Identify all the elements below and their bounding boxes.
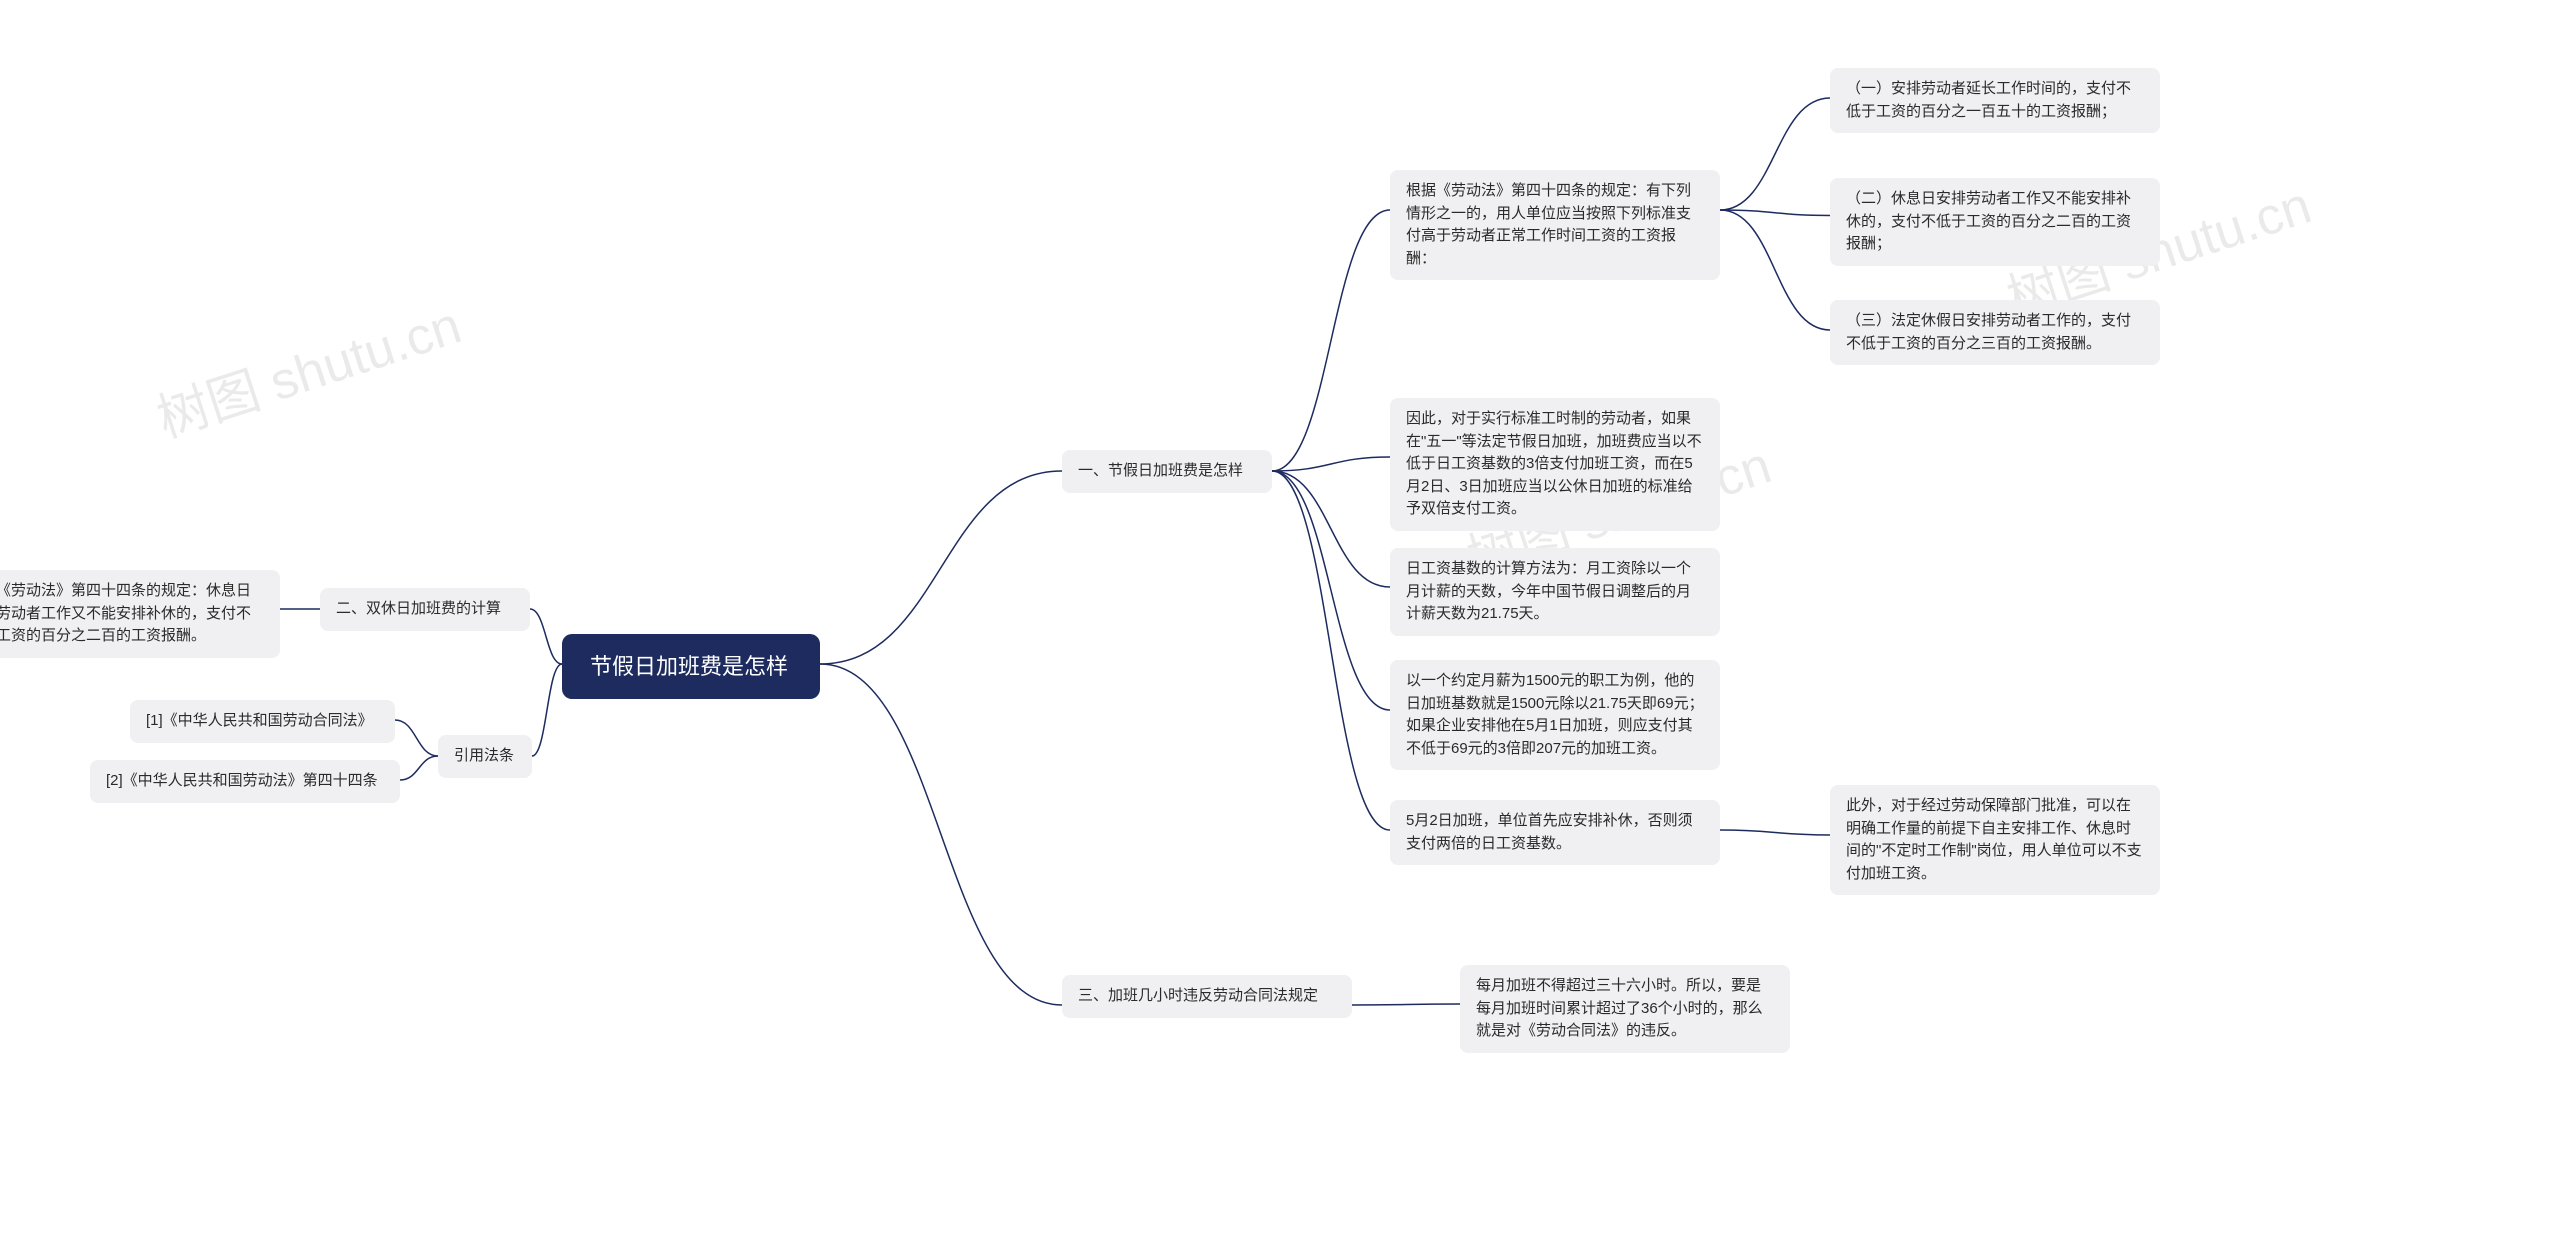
branch-2[interactable]: 二、双休日加班费的计算 xyxy=(320,588,530,631)
branch-4-child-2[interactable]: [2]《中华人民共和国劳动法》第四十四条 xyxy=(90,760,400,803)
watermark-1: 树图 shutu.cn xyxy=(146,283,469,452)
branch-1-child-1a[interactable]: （一）安排劳动者延长工作时间的，支付不低于工资的百分之一百五十的工资报酬； xyxy=(1830,68,2160,133)
mindmap-canvas: 树图 shutu.cn 树图 shutu.cn 树图 shutu.cn 节假日加… xyxy=(0,0,2560,1237)
branch-3[interactable]: 三、加班几小时违反劳动合同法规定 xyxy=(1062,975,1352,1018)
branch-4-child-1[interactable]: [1]《中华人民共和国劳动合同法》 xyxy=(130,700,395,743)
branch-1-child-1c[interactable]: （三）法定休假日安排劳动者工作的，支付不低于工资的百分之三百的工资报酬。 xyxy=(1830,300,2160,365)
branch-4[interactable]: 引用法条 xyxy=(438,735,532,778)
branch-1-child-1[interactable]: 根据《劳动法》第四十四条的规定：有下列情形之一的，用人单位应当按照下列标准支付高… xyxy=(1390,170,1720,280)
branch-1-child-4[interactable]: 以一个约定月薪为1500元的职工为例，他的日加班基数就是1500元除以21.75… xyxy=(1390,660,1720,770)
branch-3-child-1[interactable]: 每月加班不得超过三十六小时。所以，要是每月加班时间累计超过了36个小时的，那么就… xyxy=(1460,965,1790,1053)
branch-1[interactable]: 一、节假日加班费是怎样 xyxy=(1062,450,1272,493)
branch-1-child-2[interactable]: 因此，对于实行标准工时制的劳动者，如果在"五一"等法定节假日加班，加班费应当以不… xyxy=(1390,398,1720,531)
branch-2-child-1[interactable]: 根据《劳动法》第四十四条的规定：休息日安排劳动者工作又不能安排补休的，支付不低于… xyxy=(0,570,280,658)
branch-1-child-5[interactable]: 5月2日加班，单位首先应安排补休，否则须支付两倍的日工资基数。 xyxy=(1390,800,1720,865)
branch-1-child-3[interactable]: 日工资基数的计算方法为：月工资除以一个月计薪的天数，今年中国节假日调整后的月计薪… xyxy=(1390,548,1720,636)
branch-1-child-1b[interactable]: （二）休息日安排劳动者工作又不能安排补休的，支付不低于工资的百分之二百的工资报酬… xyxy=(1830,178,2160,266)
root-node[interactable]: 节假日加班费是怎样 xyxy=(562,634,820,699)
branch-1-child-5a[interactable]: 此外，对于经过劳动保障部门批准，可以在明确工作量的前提下自主安排工作、休息时间的… xyxy=(1830,785,2160,895)
